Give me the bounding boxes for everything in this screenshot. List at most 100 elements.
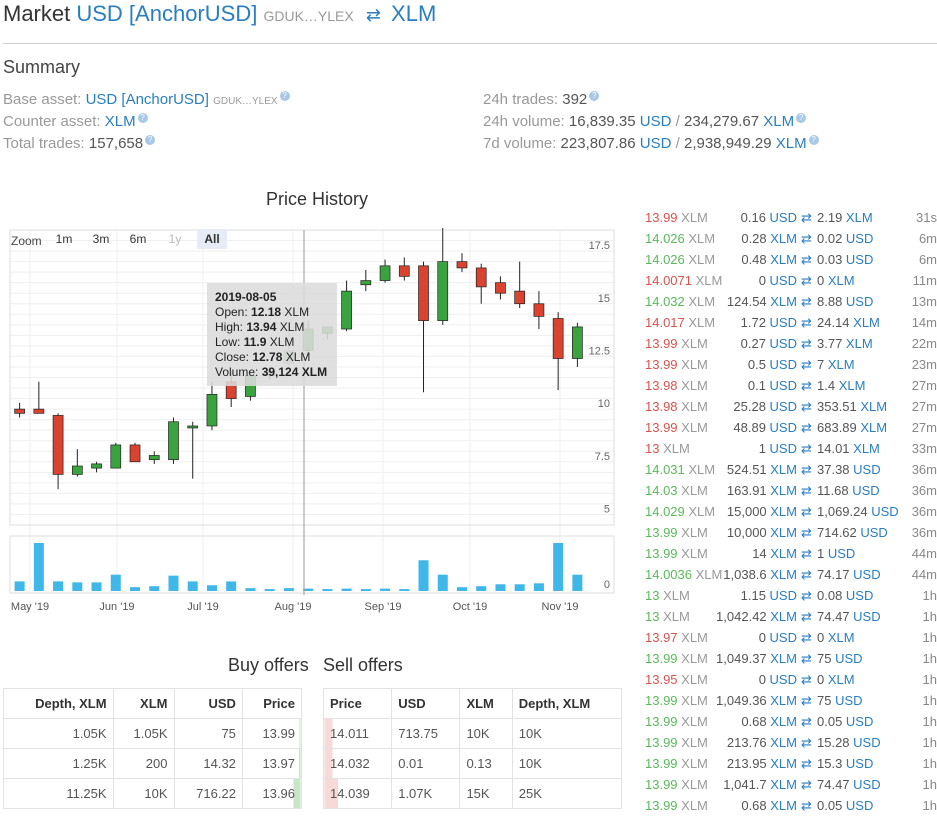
trade-amount-to: 683.89 XLM <box>817 420 888 435</box>
trade-row[interactable]: 14.0071 XLM 0 USD ⇄ 0 XLM 11m <box>641 270 937 291</box>
trade-time: 1h <box>922 588 937 603</box>
trade-row[interactable]: 13.99 XLM 213.95 XLM ⇄ 15.3 USD 1h <box>641 753 937 774</box>
candle-body <box>129 444 141 463</box>
tooltip-low-label: Low: <box>215 335 241 349</box>
candle <box>91 461 102 473</box>
trade-row[interactable]: 13.99 XLM 0.68 XLM ⇄ 0.05 USD 1h <box>641 795 937 816</box>
help-icon[interactable]: ? <box>796 113 807 123</box>
table-row[interactable]: 14.032 0.01 0.13 10K <box>322 748 623 779</box>
trade-row[interactable]: 14.0036 XLM 1,038.6 XLM ⇄ 74.17 USD 44m <box>641 564 937 585</box>
volume-bar <box>130 587 141 591</box>
trade-amount-from: 1,041.7 XLM <box>723 777 797 792</box>
volume-bar <box>72 582 83 591</box>
table-row[interactable]: 11.25K 10K 716.22 13.96 <box>3 778 303 809</box>
trade-row[interactable]: 14.029 XLM 15,000 XLM ⇄ 1,069.24 USD 36m <box>641 501 937 522</box>
help-icon[interactable]: ? <box>589 91 600 101</box>
volume-24h-usd-unit[interactable]: USD <box>639 113 672 130</box>
base-asset-link[interactable]: USD [AnchorUSD] <box>76 1 258 26</box>
zoom-all-button[interactable]: All <box>197 229 227 249</box>
trade-price: 13 XLM <box>645 588 690 603</box>
trade-amount-to: 24.14 XLM <box>817 315 880 330</box>
swap-icon: ⇄ <box>801 420 812 435</box>
trade-row[interactable]: 14.026 XLM 0.48 XLM ⇄ 0.03 USD 6m <box>641 249 937 270</box>
trade-row[interactable]: 13.99 XLM 14 XLM ⇄ 1 USD 44m <box>641 543 937 564</box>
table-cell: 14.32 <box>173 748 243 779</box>
trade-amount-from: 10,000 XLM <box>726 525 797 540</box>
table-cell: 10K <box>112 778 175 809</box>
help-icon[interactable]: ? <box>279 91 290 101</box>
swap-icon: ⇄ <box>801 756 812 771</box>
help-icon[interactable]: ? <box>145 135 156 145</box>
trade-row[interactable]: 13 XLM 1.15 USD ⇄ 0.08 USD 1h <box>641 585 937 606</box>
trade-row[interactable]: 13.98 XLM 0.1 USD ⇄ 1.4 XLM 27m <box>641 375 937 396</box>
trade-row[interactable]: 14.031 XLM 524.51 XLM ⇄ 37.38 USD 36m <box>641 459 937 480</box>
candle-body <box>456 261 468 269</box>
trade-row[interactable]: 13.99 XLM 1,049.36 XLM ⇄ 75 USD 1h <box>641 690 937 711</box>
trade-row[interactable]: 13 XLM 1 USD ⇄ 14.01 XLM 33m <box>641 438 937 459</box>
trade-row[interactable]: 13.99 XLM 10,000 XLM ⇄ 714.62 USD 36m <box>641 522 937 543</box>
trade-amount-to: 1.4 XLM <box>817 378 866 393</box>
volume-bar <box>206 585 217 591</box>
table-row[interactable]: 1.05K 1.05K 75 13.99 <box>3 718 303 749</box>
y-tick-label: 15 <box>598 293 610 305</box>
base-asset-label: Base asset: <box>3 91 82 108</box>
trade-time: 27m <box>911 378 937 393</box>
trade-row[interactable]: 14.017 XLM 1.72 USD ⇄ 24.14 XLM 14m <box>641 312 937 333</box>
candle <box>206 381 218 431</box>
swap-icon: ⇄ <box>801 231 812 246</box>
trade-row[interactable]: 14.026 XLM 0.28 XLM ⇄ 0.02 USD 6m <box>641 228 937 249</box>
volume-bar <box>303 588 314 591</box>
table-row[interactable]: 14.039 1.07K 15K 25K <box>322 778 623 809</box>
trade-row[interactable]: 13.99 XLM 0.68 XLM ⇄ 0.05 USD 1h <box>641 711 937 732</box>
swap-icon[interactable]: ⇄ <box>365 5 381 25</box>
trade-amount-from: 1 USD <box>758 441 797 456</box>
trade-row[interactable]: 14.032 XLM 124.54 XLM ⇄ 8.88 USD 13m <box>641 291 937 312</box>
trade-row[interactable]: 13.97 XLM 0 USD ⇄ 0 XLM 1h <box>641 627 937 648</box>
trade-row[interactable]: 13.99 XLM 48.89 USD ⇄ 683.89 XLM 27m <box>641 417 937 438</box>
tooltip-date: 2019-08-05 <box>215 290 277 304</box>
help-icon[interactable]: ? <box>808 135 819 145</box>
volume-7d-xlm-unit[interactable]: XLM <box>775 135 807 152</box>
trade-row[interactable]: 13.99 XLM 0.27 USD ⇄ 3.77 XLM 22m <box>641 333 937 354</box>
swap-icon: ⇄ <box>801 210 812 225</box>
volume-24h-xlm-unit[interactable]: XLM <box>763 113 795 130</box>
counter-asset-value[interactable]: XLM <box>104 113 136 130</box>
candle <box>129 442 141 463</box>
zoom-1m-button[interactable]: 1m <box>55 232 73 246</box>
help-icon[interactable]: ? <box>137 113 148 123</box>
trade-time: 13m <box>911 294 937 309</box>
trade-row[interactable]: 13.95 XLM 0 USD ⇄ 0 XLM 1h <box>641 669 937 690</box>
table-row[interactable]: 1.25K 200 14.32 13.97 <box>3 748 303 779</box>
trade-row[interactable]: 14.03 XLM 163.91 XLM ⇄ 11.68 USD 36m <box>641 480 937 501</box>
zoom-3m-button[interactable]: 3m <box>92 232 110 246</box>
trade-row[interactable]: 13.99 XLM 213.76 XLM ⇄ 15.28 USD 1h <box>641 732 937 753</box>
summary-heading: Summary <box>3 57 81 77</box>
zoom-6m-button[interactable]: 6m <box>129 232 147 246</box>
trade-row[interactable]: 13.99 XLM 0.5 USD ⇄ 7 XLM 23m <box>641 354 937 375</box>
table-cell: 14.039 <box>322 778 393 809</box>
table-row[interactable]: 14.011 713.75 10K 10K <box>322 718 623 749</box>
trade-amount-from: 0.5 USD <box>747 357 797 372</box>
trade-row[interactable]: 13.99 XLM 1,049.37 XLM ⇄ 75 USD 1h <box>641 648 937 669</box>
trade-amount-to: 2.19 XLM <box>817 210 873 225</box>
volume-7d-usd-unit[interactable]: USD <box>639 135 672 152</box>
volume-bar <box>53 581 64 591</box>
zoom-1y-button[interactable]: 1y <box>168 232 182 246</box>
x-tick-label: May '19 <box>11 601 49 613</box>
base-asset-value[interactable]: USD [AnchorUSD] <box>85 91 209 108</box>
table-cell: 25K <box>511 778 623 809</box>
trade-row[interactable]: 13.98 XLM 25.28 USD ⇄ 353.51 XLM 27m <box>641 396 937 417</box>
trade-row[interactable]: 13.99 XLM 1,041.7 XLM ⇄ 74.47 USD 1h <box>641 774 937 795</box>
trade-time: 27m <box>911 399 937 414</box>
trade-amount-from: 1,049.36 XLM <box>716 693 797 708</box>
column-header: Depth, XLM <box>511 688 623 719</box>
trade-time: 36m <box>911 525 937 540</box>
counter-asset-link[interactable]: XLM <box>391 1 437 26</box>
table-cell: 716.22 <box>173 778 243 809</box>
trade-amount-to: 74.47 USD <box>817 777 881 792</box>
tooltip-volume: 39,124 <box>261 365 299 379</box>
swap-icon: ⇄ <box>801 777 812 792</box>
trade-time: 31s <box>916 210 937 225</box>
trade-row[interactable]: 13 XLM 1,042.42 XLM ⇄ 74.47 USD 1h <box>641 606 937 627</box>
trade-row[interactable]: 13.99 XLM 0.16 USD ⇄ 2.19 XLM 31s <box>641 207 937 228</box>
